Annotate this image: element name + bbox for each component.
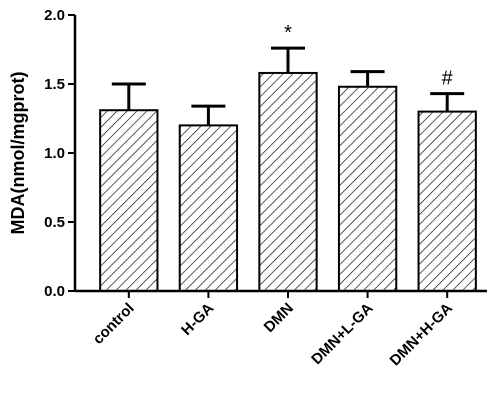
y-tick-label: 1.0 [44,145,65,162]
x-tick-label: DMN+H-GA [387,300,457,370]
x-tick-label: control [90,300,138,348]
y-tick-label: 0.5 [44,214,65,231]
significance-marker: * [284,22,292,44]
y-tick-label: 1.5 [44,76,65,93]
x-tick-label: DMN+L-GA [308,300,376,368]
bar-3 [258,71,318,292]
significance-marker: # [442,68,454,90]
y-axis-label: MDA(nmol/mgprot) [8,72,28,235]
bar-2 [178,124,239,293]
y-tick-label: 2.0 [44,7,65,24]
bar-5 [417,110,477,292]
bars-layer: *# [99,22,477,293]
y-tick-label: 0.0 [44,283,65,300]
x-tick-label: DMN [261,300,297,336]
x-tick-label: H-GA [178,300,217,339]
bar-1 [99,109,159,292]
bar-4 [337,85,398,293]
